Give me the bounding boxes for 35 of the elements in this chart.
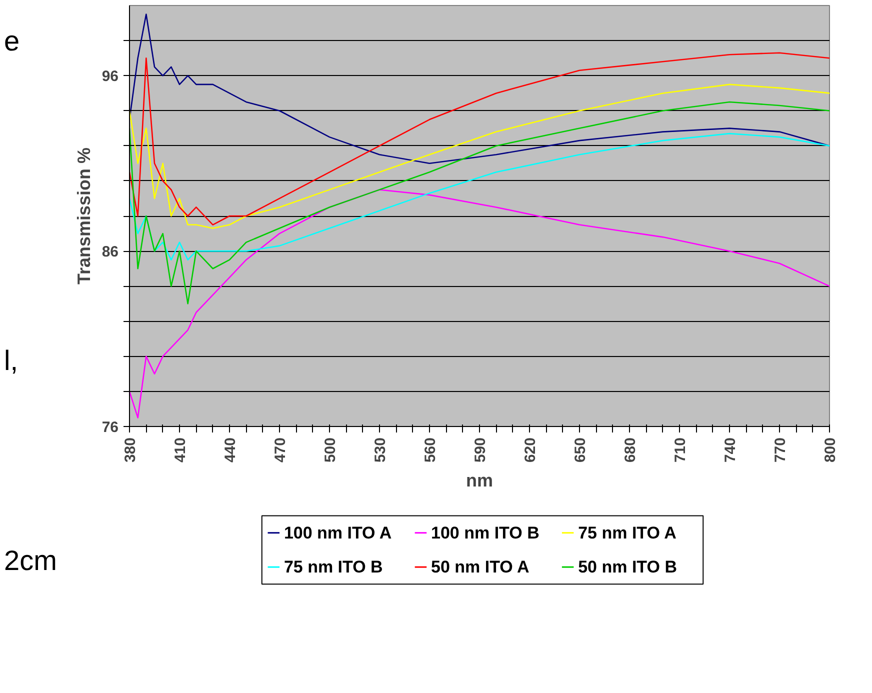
x-tick-label: 710 — [672, 437, 689, 463]
legend-label: 75 nm ITO A — [578, 523, 676, 542]
x-tick-label: 380 — [122, 437, 139, 463]
line-series — [130, 52, 830, 226]
y-tick-label: 86 — [102, 244, 119, 261]
text: e — [4, 26, 20, 56]
legend-label: 100 nm ITO B — [431, 523, 540, 542]
line-series — [130, 84, 830, 229]
x-tick-label: 800 — [822, 437, 839, 463]
y-tick-label: 96 — [102, 68, 119, 86]
x-tick-label: 410 — [172, 437, 189, 463]
x-tick-label: 470 — [272, 437, 289, 463]
x-tick-label: 770 — [772, 437, 789, 463]
x-tick-label: 440 — [222, 437, 239, 463]
legend-label: 50 nm ITO A — [431, 558, 530, 577]
x-axis-title: nm — [466, 470, 493, 491]
legend-label: 100 nm ITO A — [284, 523, 392, 542]
x-tick-label: 590 — [472, 437, 489, 463]
legend-label: 75 nm ITO B — [284, 558, 383, 577]
y-axis-title: Transmission % — [74, 147, 94, 285]
line-series — [130, 189, 830, 418]
y-tick-label: 76 — [102, 419, 119, 436]
text: l, — [4, 345, 18, 376]
x-tick-label: 530 — [372, 437, 389, 463]
x-tick-label: 560 — [422, 437, 439, 463]
x-tick-label: 500 — [322, 437, 339, 463]
line-series — [130, 101, 830, 304]
line-series — [130, 132, 830, 261]
legend-label: 50 nm ITO B — [578, 558, 677, 577]
line-series — [130, 14, 830, 164]
x-tick-label: 680 — [622, 437, 639, 463]
x-tick-label: 620 — [522, 437, 539, 463]
text: 2cm — [4, 545, 57, 576]
x-tick-label: 740 — [722, 437, 739, 463]
x-tick-label: 650 — [572, 437, 589, 463]
